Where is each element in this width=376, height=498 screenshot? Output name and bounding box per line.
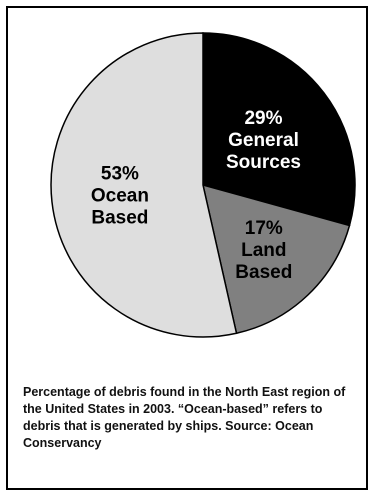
- slice-percent-label: 29%: [244, 108, 282, 129]
- slice-name-label: Based: [235, 262, 292, 283]
- pie-slice-ocean-based: [50, 32, 238, 338]
- slice-percent-label: 53%: [101, 163, 139, 184]
- slice-name-label: General: [228, 130, 299, 151]
- slice-percent-label: 17%: [245, 218, 283, 239]
- pie-labels: 29%GeneralSources17%LandBased53%OceanBas…: [91, 108, 301, 283]
- slice-name-label: Land: [241, 240, 286, 261]
- slice-name-label: Sources: [226, 152, 301, 173]
- pie-slice-land-based: [201, 183, 351, 335]
- slice-name-label: Ocean: [91, 185, 149, 206]
- figure-caption: Percentage of debris found in the North …: [23, 385, 346, 450]
- slice-name-label: Based: [91, 207, 148, 228]
- pie-slices: [50, 32, 356, 338]
- pie-slice-general-sources: [202, 32, 356, 227]
